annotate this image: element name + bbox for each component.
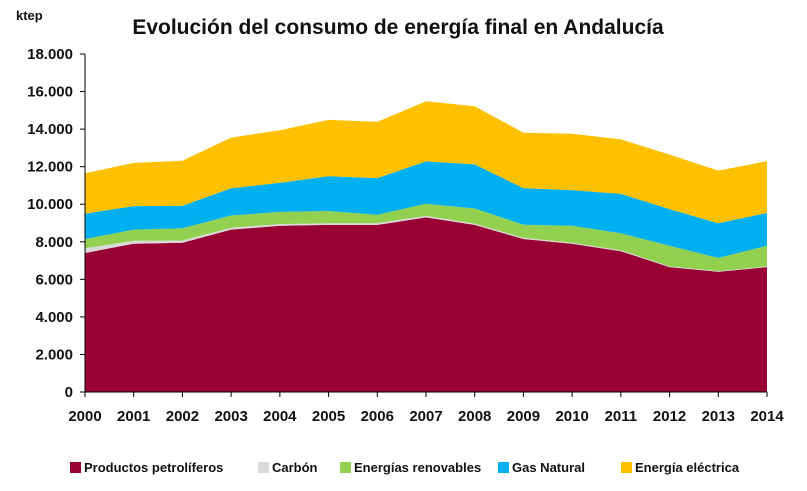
area-series-energias-renovables (85, 203, 767, 272)
y-tick-label: 6.000 (35, 271, 73, 288)
area-series-gas-natural (85, 161, 767, 258)
y-tick-label: 2.000 (35, 346, 73, 363)
y-tick-label: 4.000 (35, 309, 73, 326)
y-tick-label: 14.000 (27, 121, 73, 138)
area-series-productos-petroliferos (85, 217, 767, 392)
y-tick-label: 10.000 (27, 196, 73, 213)
area-series-energia-electrica (85, 101, 767, 224)
x-tick-label: 2003 (214, 408, 247, 425)
y-tick-label: 12.000 (27, 159, 73, 176)
legend-swatch-energias-renovables (340, 462, 351, 473)
legend: Productos petrolíferos Carbón Energías ren… (70, 460, 740, 475)
legend-swatch-productos-petroliferos (70, 462, 81, 473)
legend-swatch-energia-electrica (621, 462, 632, 473)
legend-label-energias-renovables: Energías renovables (354, 460, 481, 475)
x-tick-label: 2010 (555, 408, 588, 425)
x-tick-label: 2014 (750, 408, 784, 425)
x-tick-label: 2002 (166, 408, 199, 425)
y-tick-label: 18.000 (27, 46, 73, 63)
x-tick-label: 2009 (507, 408, 540, 425)
x-tick-label: 2008 (458, 408, 491, 425)
chart-title: Evolución del consumo de energía final e… (132, 16, 664, 39)
x-tick-label: 2013 (702, 408, 735, 425)
legend-swatch-carbon (258, 462, 269, 473)
legend-label-energia-electrica: Energía eléctrica (635, 460, 740, 475)
x-tick-label: 2001 (117, 408, 150, 425)
x-tick-label: 2012 (653, 408, 686, 425)
y-tick-label: 16.000 (27, 84, 73, 101)
legend-label-gas-natural: Gas Natural (512, 460, 585, 475)
x-tick-label: 2011 (605, 408, 638, 425)
plot-area: 0 2.000 4.000 6.000 8.000 10.000 12.000 14.000 1… (27, 46, 784, 425)
x-tick-label: 2007 (409, 408, 442, 425)
y-axis-unit-label: ktep (16, 8, 43, 23)
legend-swatch-gas-natural (498, 462, 509, 473)
x-tick-label: 2005 (312, 408, 345, 425)
x-tick-label: 2006 (361, 408, 394, 425)
legend-label-carbon: Carbón (272, 460, 318, 475)
y-tick-label: 0 (65, 384, 73, 401)
y-tick-label: 8.000 (35, 234, 73, 251)
x-tick-label: 2004 (263, 408, 297, 425)
legend-label-productos-petroliferos: Productos petrolíferos (84, 460, 223, 475)
x-tick-label: 2000 (68, 408, 101, 425)
